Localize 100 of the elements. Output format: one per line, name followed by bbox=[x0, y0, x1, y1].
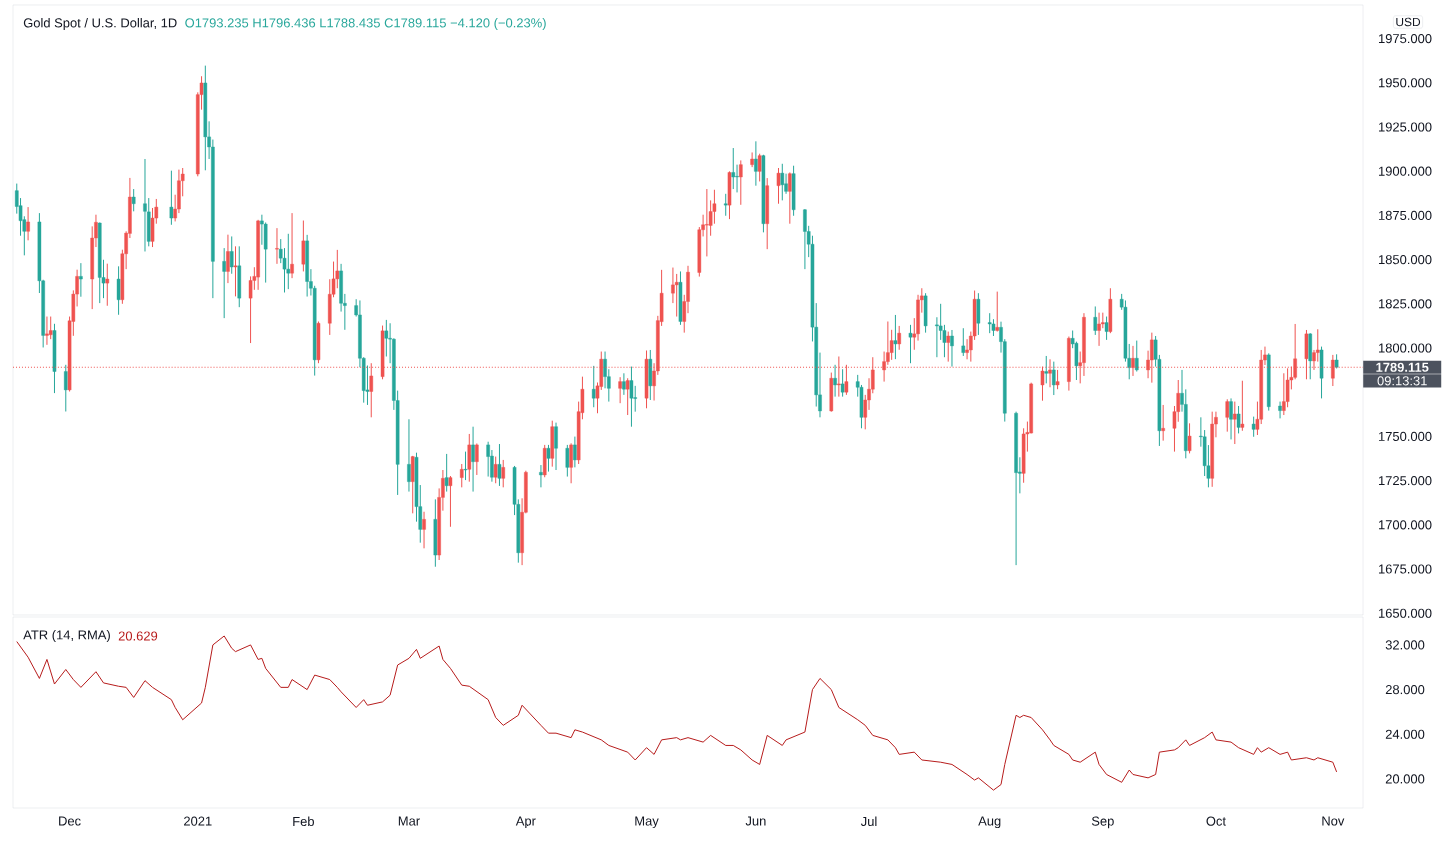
text: O1793.235 H1796.436 L1788.435 C1789.115 −4.120 (−0.23%) bbox=[185, 17, 546, 31]
x-tick-label: Jun bbox=[745, 816, 766, 826]
candlestick bbox=[169, 170, 174, 226]
y-tick-label: 1700.000 bbox=[1378, 520, 1432, 530]
candlestick bbox=[1229, 397, 1233, 440]
candlestick bbox=[1187, 422, 1192, 454]
candlestick bbox=[573, 436, 577, 468]
candlestick bbox=[754, 140, 758, 187]
y-tick-label: 28.000 bbox=[1385, 685, 1425, 695]
candlestick bbox=[1251, 416, 1256, 438]
x-tick-label: Mar bbox=[398, 816, 420, 826]
y-tick-label: 1900.000 bbox=[1378, 166, 1432, 176]
candlestick bbox=[1134, 340, 1139, 373]
candlestick bbox=[1161, 404, 1165, 442]
candlestick bbox=[131, 188, 136, 212]
y-tick-label: 1650.000 bbox=[1378, 608, 1432, 618]
candlestick bbox=[459, 463, 464, 488]
candlestick bbox=[739, 159, 743, 206]
candlestick bbox=[1233, 401, 1237, 445]
candlestick bbox=[833, 364, 837, 398]
candlestick bbox=[987, 312, 992, 334]
candlestick bbox=[143, 158, 147, 252]
candlestick bbox=[1055, 369, 1060, 390]
candlestick bbox=[840, 368, 845, 398]
candlestick bbox=[946, 331, 950, 363]
candlestick bbox=[222, 247, 226, 319]
candlestick bbox=[463, 451, 468, 481]
text: ATR (14, RMA) bbox=[23, 629, 110, 643]
y-tick-label: 1925.000 bbox=[1378, 122, 1432, 132]
candlestick bbox=[625, 377, 630, 416]
candlestick bbox=[275, 227, 279, 265]
candlestick bbox=[591, 365, 596, 408]
y-tick-label: 32.000 bbox=[1385, 640, 1425, 650]
x-tick-label: Oct bbox=[1206, 816, 1226, 826]
candlestick bbox=[105, 263, 110, 307]
candlestick bbox=[422, 511, 426, 549]
y-tick-label: 1850.000 bbox=[1378, 255, 1432, 265]
candlestick bbox=[757, 153, 762, 182]
candlestick bbox=[705, 188, 709, 257]
y-tick-label: 20.000 bbox=[1385, 774, 1425, 784]
candlestick bbox=[226, 234, 230, 284]
candlestick bbox=[116, 265, 121, 316]
y-tick-label: 24.000 bbox=[1385, 729, 1425, 739]
candlestick bbox=[1093, 305, 1098, 336]
candlestick bbox=[45, 316, 49, 346]
candlestick bbox=[1240, 380, 1245, 432]
candlestick bbox=[26, 206, 30, 241]
x-tick-label: Sep bbox=[1091, 816, 1114, 829]
ref-line-label: 1789.115 bbox=[1376, 362, 1429, 372]
x-tick-label: 2021 bbox=[184, 816, 212, 826]
candlestick bbox=[475, 442, 479, 476]
y-tick-label: 1675.000 bbox=[1378, 564, 1432, 574]
candlestick bbox=[290, 212, 294, 279]
candlestick bbox=[229, 235, 234, 275]
x-tick-label: Feb bbox=[293, 816, 314, 827]
candlestick bbox=[448, 475, 453, 528]
text: 09:13:31 bbox=[1377, 376, 1427, 386]
candlestick bbox=[950, 329, 954, 368]
candlestick bbox=[539, 464, 543, 488]
candlestick bbox=[233, 245, 238, 297]
candlestick bbox=[897, 325, 901, 351]
candlestick bbox=[1044, 355, 1049, 384]
y-tick-label: 1825.000 bbox=[1378, 299, 1432, 309]
candlestick bbox=[497, 443, 502, 487]
y-tick-label: 1950.000 bbox=[1378, 78, 1432, 88]
candlestick bbox=[1052, 361, 1056, 396]
candlestick bbox=[1104, 316, 1109, 341]
x-tick-label: Aug bbox=[978, 816, 1001, 829]
candlestick bbox=[622, 372, 626, 396]
candlestick bbox=[803, 208, 807, 270]
candlestick bbox=[501, 459, 506, 488]
candlestick bbox=[1097, 312, 1101, 347]
candlestick bbox=[79, 262, 83, 298]
candlestick bbox=[471, 426, 475, 493]
candlestick bbox=[486, 441, 490, 478]
candlestick bbox=[565, 444, 570, 478]
candlestick bbox=[286, 233, 291, 290]
candlestick bbox=[908, 324, 913, 364]
candlestick bbox=[1236, 405, 1241, 434]
y-tick-label: 1975.000 bbox=[1378, 33, 1432, 44]
candlestick bbox=[893, 314, 898, 360]
candlestick bbox=[618, 376, 622, 404]
candlestick bbox=[546, 444, 551, 473]
x-tick-label: Apr bbox=[515, 816, 536, 829]
candlestick bbox=[64, 364, 68, 412]
candlestick bbox=[493, 456, 498, 484]
candlestick bbox=[750, 151, 754, 168]
candlestick bbox=[1278, 401, 1282, 419]
candlestick bbox=[554, 422, 558, 471]
x-tick-label: May bbox=[635, 816, 659, 829]
x-tick-label: Nov bbox=[1322, 816, 1345, 826]
candlestick bbox=[723, 193, 728, 217]
y-axis-title: USD bbox=[1396, 17, 1421, 27]
text: Gold Spot / U.S. Dollar, 1D bbox=[23, 17, 177, 31]
candlestick bbox=[569, 442, 573, 484]
candlestick bbox=[780, 163, 785, 201]
candlestick bbox=[731, 147, 736, 190]
x-tick-label: Dec bbox=[59, 816, 81, 826]
candlestick bbox=[301, 220, 306, 272]
text: 20.629 bbox=[118, 631, 158, 641]
